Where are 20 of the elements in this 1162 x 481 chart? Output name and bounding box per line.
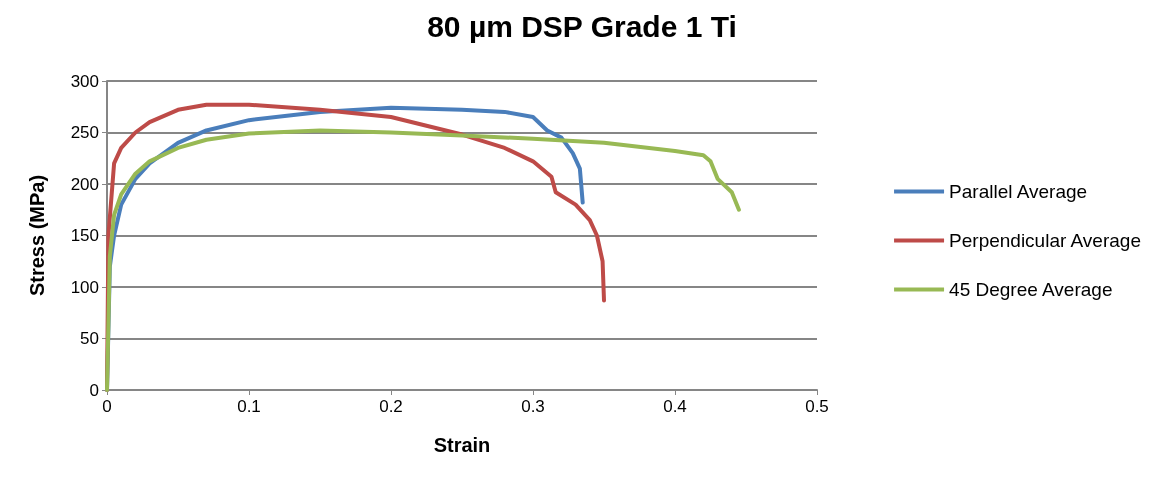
y-axis-title: Stress (MPa) <box>26 174 48 297</box>
x-tick-label: 0.4 <box>663 397 687 416</box>
legend-label: Perpendicular Average <box>949 230 1141 251</box>
y-tick-label: 250 <box>70 123 99 142</box>
x-tick-label: 0.2 <box>379 397 403 416</box>
chart-title: 80 µm DSP Grade 1 Ti <box>427 9 737 43</box>
x-tick-label: 0 <box>102 397 112 416</box>
x-axis-title: Strain <box>433 434 491 456</box>
x-tick-label: 0.3 <box>521 397 545 416</box>
y-tick-label: 100 <box>70 277 99 297</box>
x-tick-label: 0.5 <box>805 397 829 416</box>
y-tick-label: 300 <box>70 71 99 91</box>
y-tick-label: 0 <box>89 380 99 400</box>
legend-label: Parallel Average <box>949 181 1088 202</box>
y-tick-label: 150 <box>70 226 99 245</box>
legend-label: 45 Degree Average <box>949 279 1113 300</box>
y-tick-label: 50 <box>80 329 99 348</box>
line-series <box>105 128 741 392</box>
y-tick-label: 200 <box>70 174 99 194</box>
x-tick-label: 0.1 <box>237 397 261 416</box>
